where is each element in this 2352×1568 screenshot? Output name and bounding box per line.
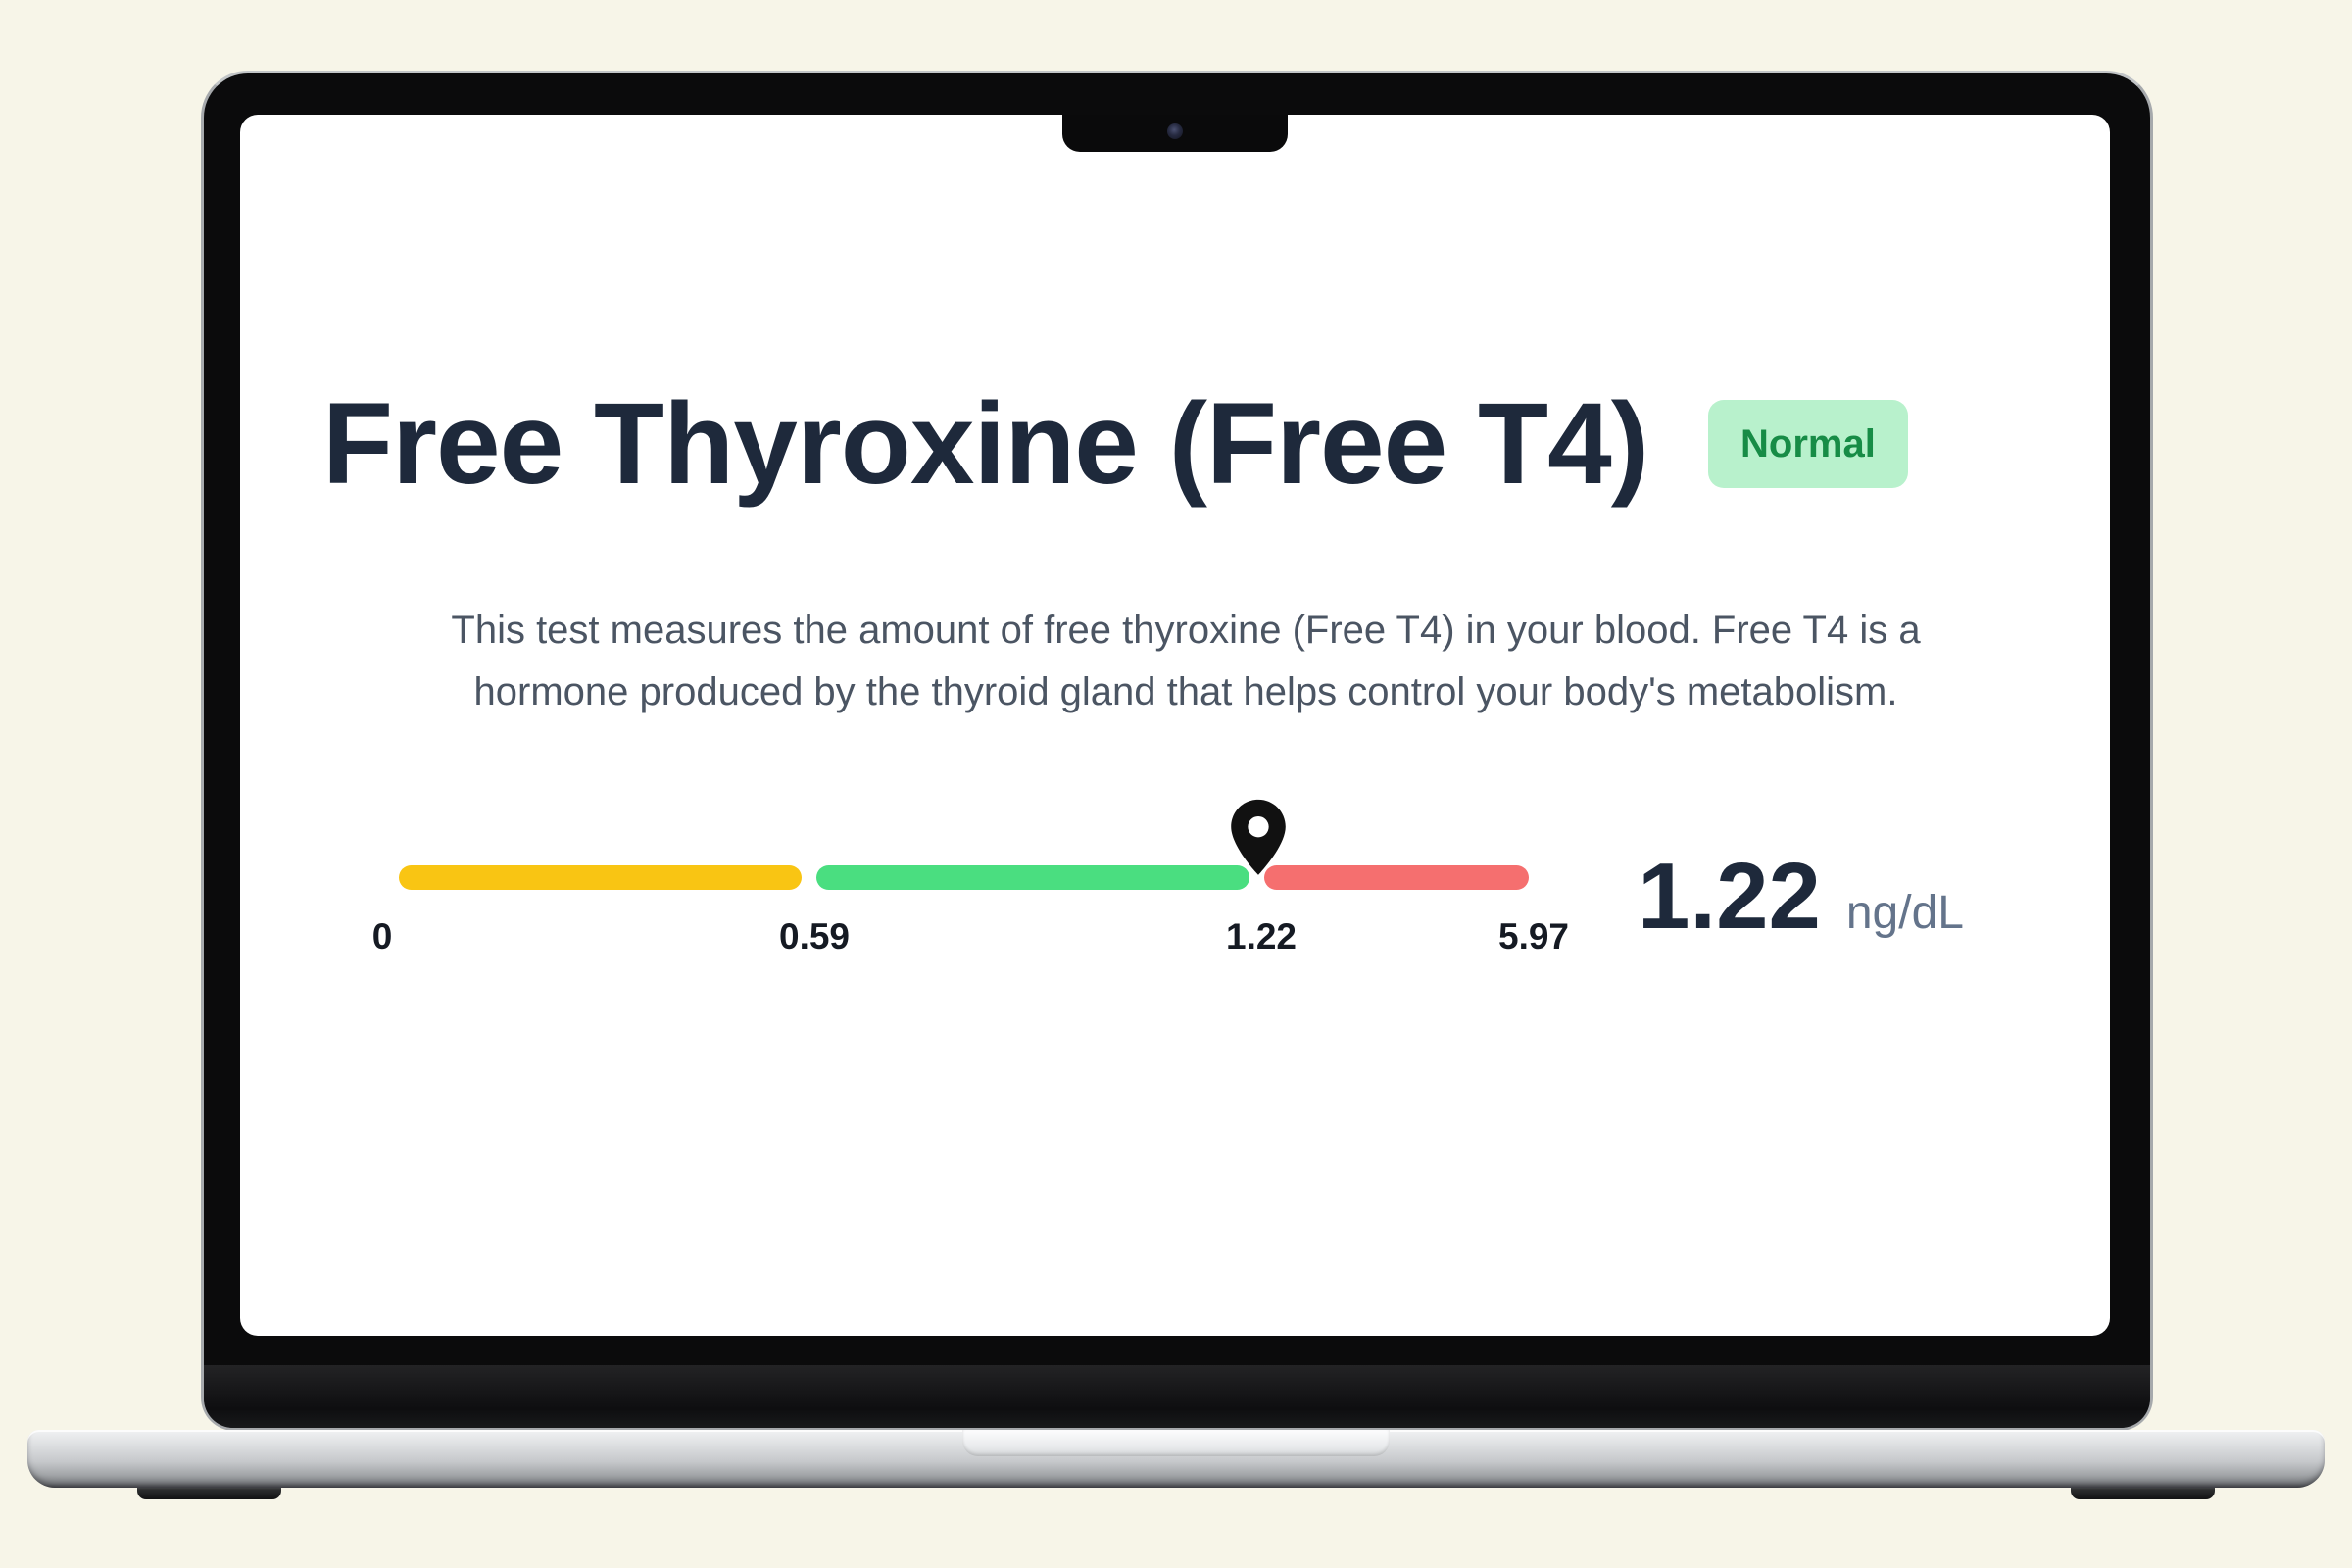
display-notch: [1062, 115, 1288, 152]
laptop-lid: Free Thyroxine (Free T4) Normal This tes…: [201, 71, 2153, 1431]
laptop-base: [27, 1430, 2325, 1488]
test-description: This test measures the amount of free th…: [320, 600, 2051, 723]
status-badge: Normal: [1708, 400, 1908, 488]
laptop-hinge: [204, 1365, 2150, 1428]
description-line-2: hormone produced by the thyroid gland th…: [473, 670, 1898, 713]
gauge-segment-high: [1264, 865, 1529, 890]
laptop-screen: Free Thyroxine (Free T4) Normal This tes…: [240, 115, 2110, 1336]
lid-opening-notch: [962, 1430, 1390, 1456]
gauge-tick-label: 0.59: [778, 916, 851, 956]
location-pin-icon: [1231, 799, 1286, 875]
page-title: Free Thyroxine (Free T4): [322, 379, 1649, 509]
camera-icon: [1167, 123, 1183, 139]
gauge-segment-normal: [816, 865, 1250, 890]
range-gauge-track: [399, 865, 1529, 890]
gauge-tick-label: 0: [371, 916, 393, 956]
description-line-1: This test measures the amount of free th…: [451, 609, 1921, 652]
result-value: 1.22: [1638, 844, 1821, 949]
result-unit: ng/dL: [1845, 887, 1964, 939]
gauge-tick-label: 5.97: [1497, 916, 1570, 956]
result-readout: 1.22 ng/dL: [1638, 845, 1964, 949]
gauge-segment-low: [399, 865, 802, 890]
gauge-tick-label: 1.22: [1225, 916, 1298, 956]
